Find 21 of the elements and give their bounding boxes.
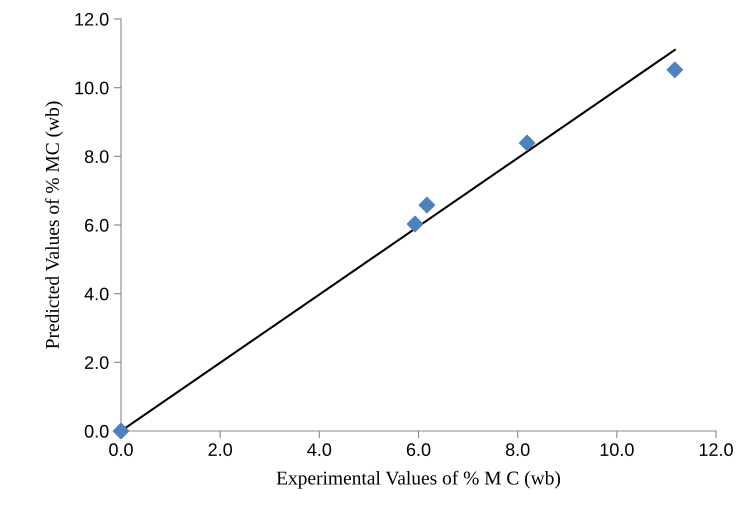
x-tick-label: 2.0	[208, 443, 232, 456]
x-tick-label: 4.0	[307, 443, 332, 456]
y-tick-label: 4.0	[84, 288, 108, 300]
y-tick-label: 6.0	[85, 218, 108, 232]
point	[518, 134, 536, 152]
point	[666, 62, 684, 78]
x-tick-label: 12.0	[700, 443, 733, 456]
x-tick-label: 8.0	[506, 443, 530, 456]
y-tick-label: 10.0	[75, 82, 108, 94]
y-tick-label: 8.0	[84, 150, 108, 164]
y-tick-label: 12.0	[75, 12, 108, 26]
x-tick-label: 0.0	[109, 443, 133, 456]
y-tick-label: 2.0	[85, 356, 108, 370]
y-tick-label: 0.0	[84, 424, 108, 438]
x-axis-title: Experimental Values of % M C (wb)	[276, 470, 560, 489]
x-tick-label: 6.0	[406, 443, 430, 456]
point	[418, 196, 436, 214]
point	[112, 422, 130, 440]
x-tick-label: 10.0	[600, 443, 634, 456]
point	[406, 216, 424, 232]
y-axis-title: Predicted Values of % MC (wb)	[45, 102, 63, 349]
